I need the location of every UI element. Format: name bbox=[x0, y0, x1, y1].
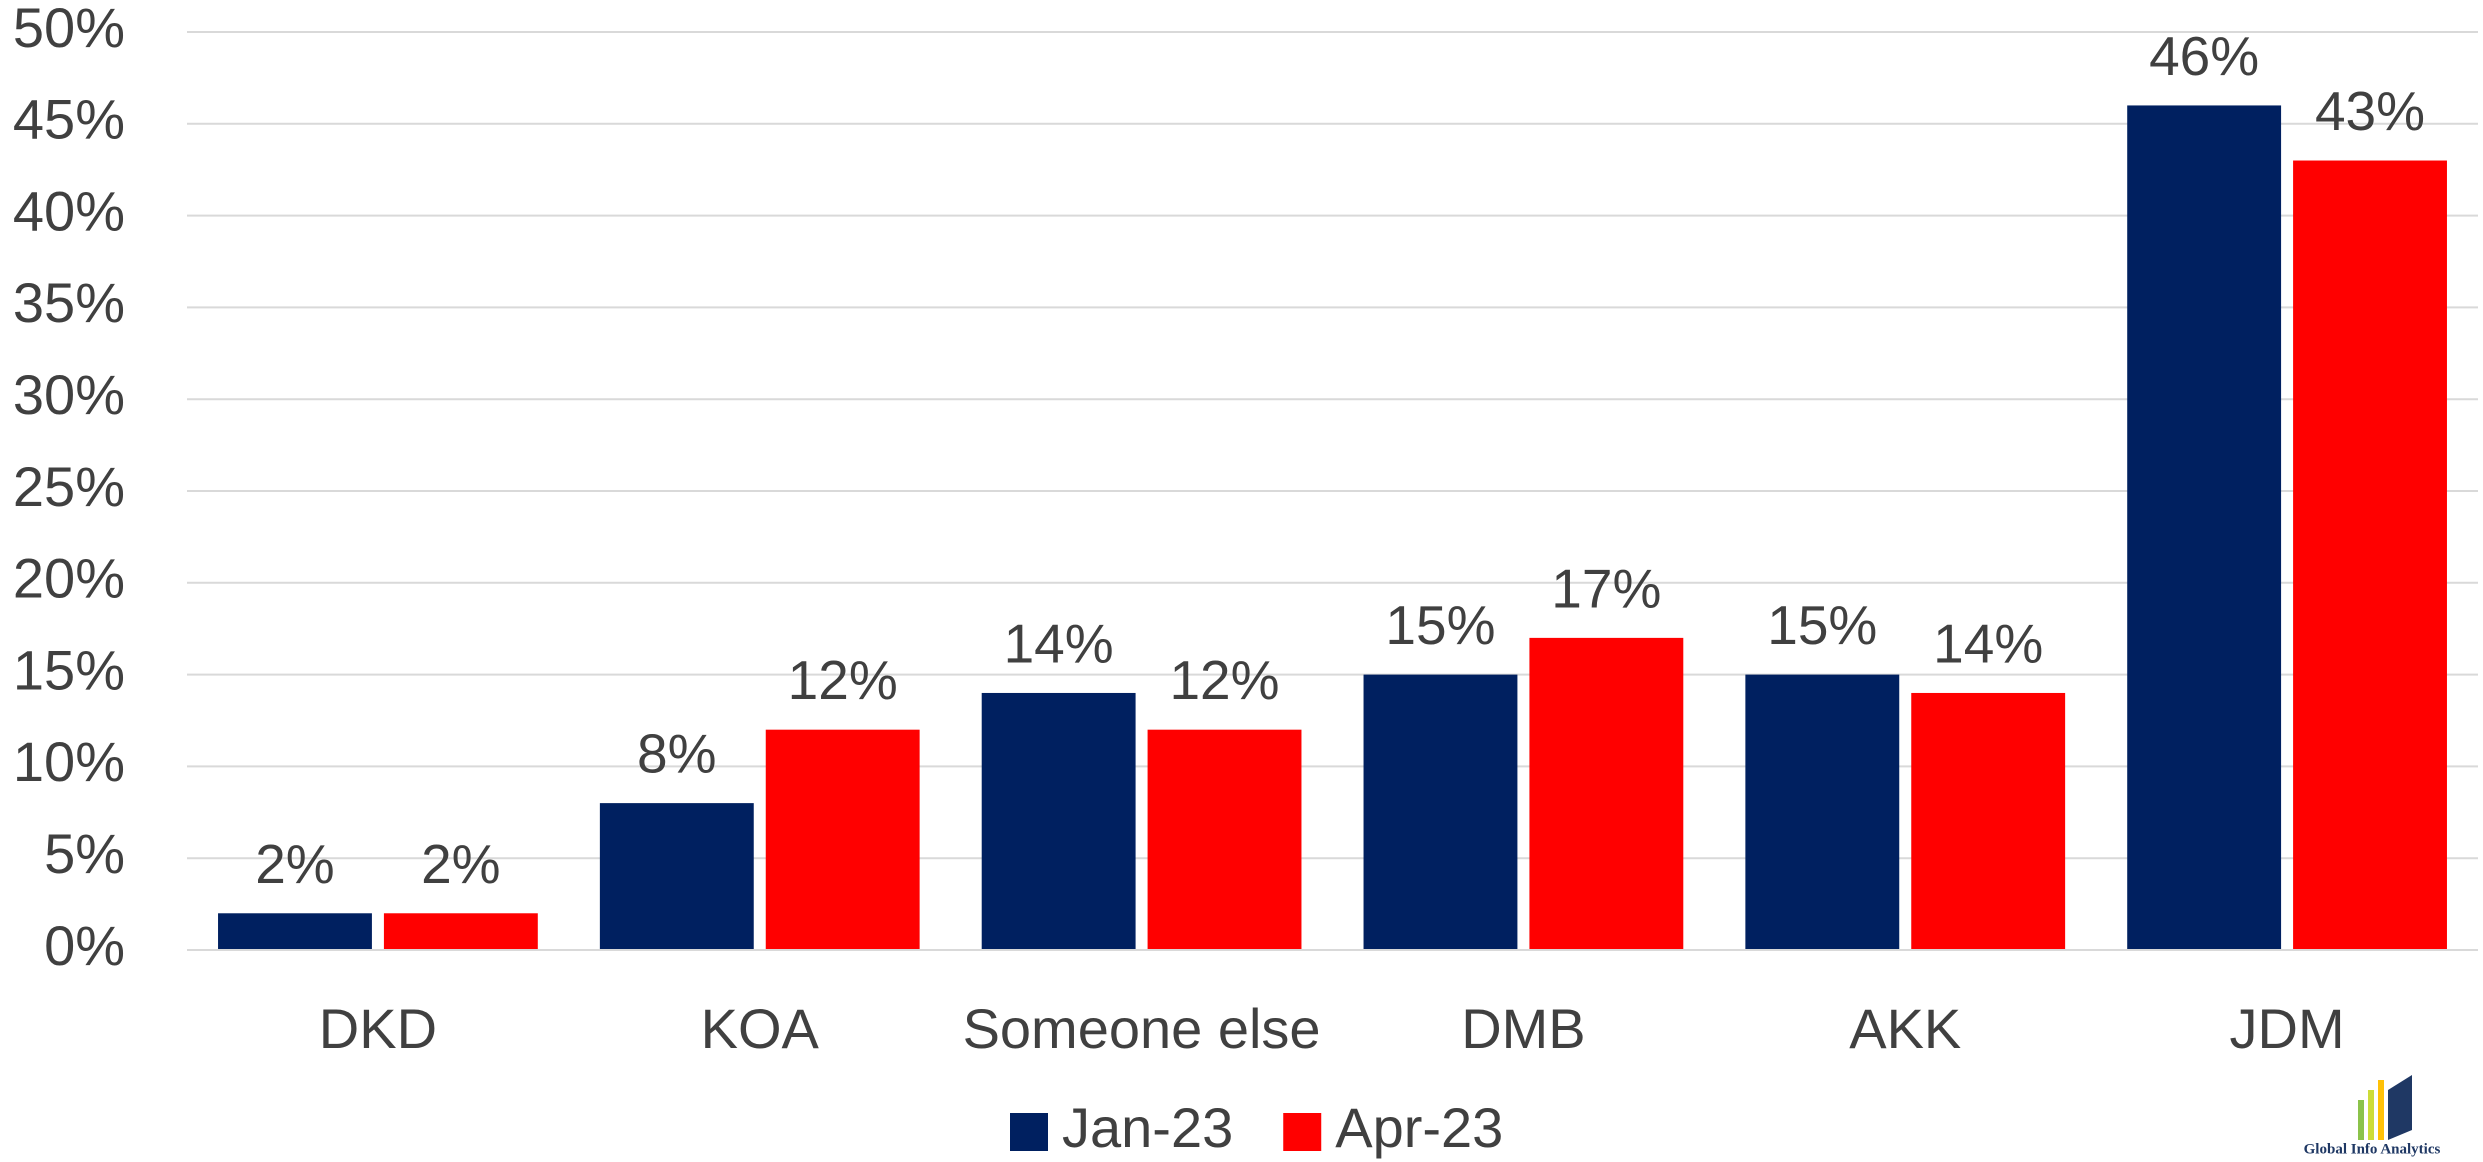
y-tick-label: 5% bbox=[44, 822, 125, 885]
y-tick-label: 50% bbox=[13, 0, 125, 59]
value-label: 46% bbox=[2149, 25, 2259, 87]
legend-swatch bbox=[1283, 1113, 1322, 1151]
value-label: 14% bbox=[1933, 612, 2043, 674]
y-tick-label: 15% bbox=[13, 638, 125, 701]
bar bbox=[1363, 674, 1518, 950]
bar bbox=[1745, 674, 1900, 950]
value-label: 8% bbox=[637, 723, 717, 785]
bar bbox=[765, 729, 920, 950]
value-label: 15% bbox=[1767, 594, 1877, 656]
y-tick-label: 35% bbox=[13, 271, 125, 334]
plot: 0% 5% 10% 15% 20% 25% 30% 35% 40% 45% 50% DKD 2% 2% KO… bbox=[13, 0, 2478, 1159]
value-label: 2% bbox=[421, 833, 501, 895]
bar bbox=[599, 803, 754, 950]
logo-bar bbox=[2368, 1090, 2374, 1140]
legend-swatch bbox=[1010, 1113, 1048, 1151]
bar bbox=[1147, 729, 1302, 950]
y-tick-label: 45% bbox=[13, 88, 125, 151]
bar bbox=[383, 913, 538, 950]
x-tick-label: KOA bbox=[701, 997, 820, 1060]
y-tick-label: 10% bbox=[13, 730, 125, 793]
y-tick-label: 25% bbox=[13, 455, 125, 518]
value-label: 43% bbox=[2315, 80, 2425, 142]
bar bbox=[2127, 105, 2282, 950]
value-label: 14% bbox=[1004, 612, 1114, 674]
legend: Jan-23 Apr-23 bbox=[1010, 1096, 1503, 1159]
logo-bar bbox=[2378, 1080, 2384, 1140]
value-label: 12% bbox=[1169, 649, 1279, 711]
x-tick-label: DKD bbox=[319, 997, 437, 1060]
x-tick-label: Someone else bbox=[963, 997, 1321, 1060]
value-label: 17% bbox=[1551, 557, 1661, 619]
legend-label: Apr-23 bbox=[1335, 1096, 1503, 1159]
value-label: 12% bbox=[788, 649, 898, 711]
y-tick-label: 40% bbox=[13, 179, 125, 242]
bar bbox=[981, 692, 1136, 950]
value-label: 15% bbox=[1385, 594, 1495, 656]
logo-bar bbox=[2358, 1100, 2364, 1140]
logo: Global Info Analytics bbox=[2304, 1075, 2441, 1157]
bar bbox=[1911, 692, 2066, 950]
logo-shape bbox=[2388, 1075, 2412, 1140]
legend-label: Jan-23 bbox=[1062, 1096, 1233, 1159]
x-tick-label: JDM bbox=[2230, 997, 2345, 1060]
y-tick-label: 20% bbox=[13, 547, 125, 610]
x-tick-label: AKK bbox=[1849, 997, 1961, 1060]
bar bbox=[2293, 160, 2447, 950]
x-tick-label: DMB bbox=[1461, 997, 1585, 1060]
bar bbox=[218, 913, 372, 950]
value-label: 2% bbox=[255, 833, 335, 895]
y-tick-label: 30% bbox=[13, 363, 125, 426]
y-tick-label: 0% bbox=[44, 914, 125, 977]
bar bbox=[1529, 637, 1684, 950]
watermark: Global Info Analytics bbox=[2304, 1141, 2441, 1157]
